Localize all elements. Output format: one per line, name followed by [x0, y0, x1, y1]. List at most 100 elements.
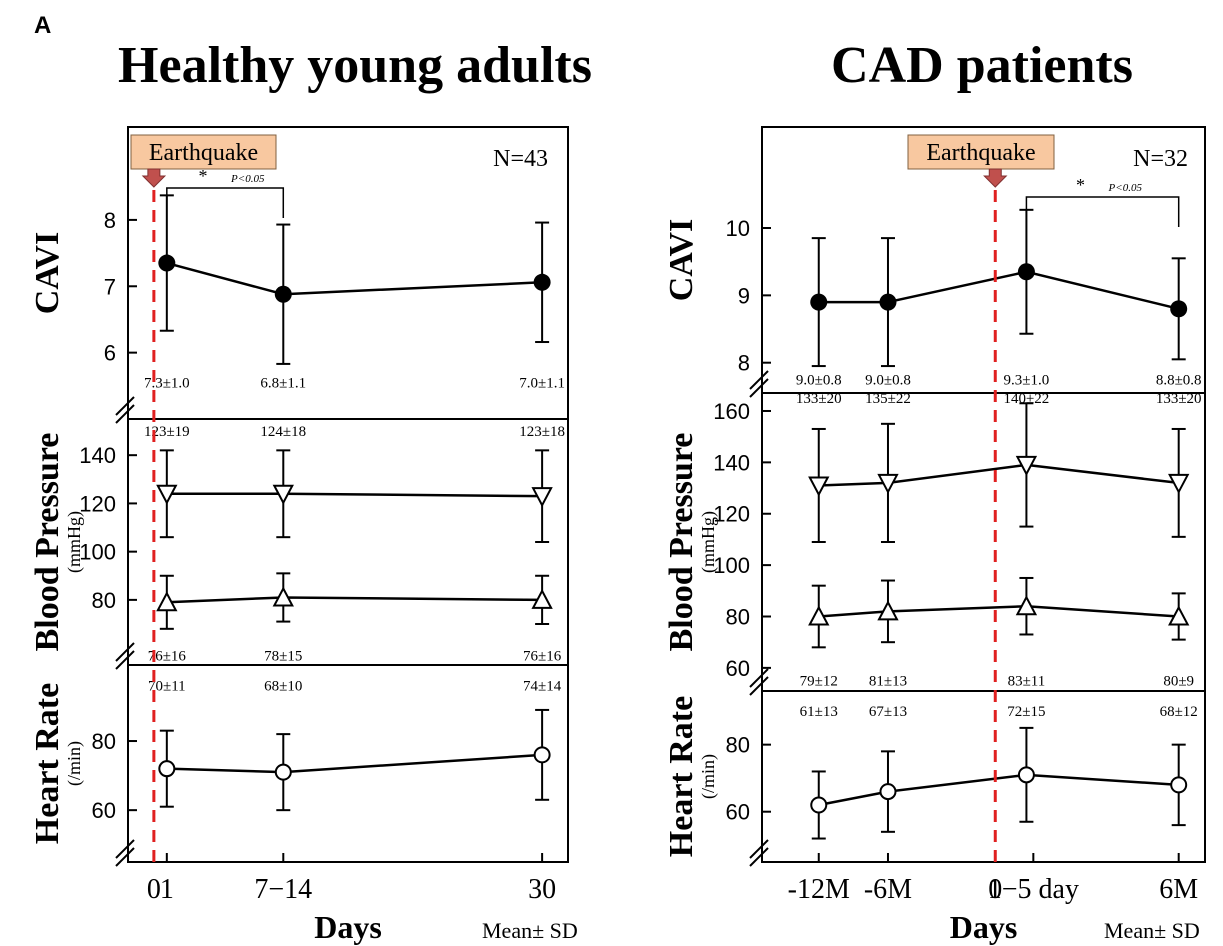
x-tick-label: -6M [864, 874, 912, 905]
y-tick-label: 160 [713, 399, 750, 424]
x-axis-label: Days [950, 909, 1018, 945]
data-point [1017, 766, 1035, 784]
data-point [1170, 300, 1188, 318]
data-point [531, 487, 553, 508]
x-tick-label: 1−5 day [988, 874, 1079, 905]
data-point [1168, 605, 1190, 626]
series-line [166, 596, 543, 604]
value-annotation: 80±9 [1163, 674, 1194, 690]
data-point [810, 796, 828, 814]
y-tick-label: 120 [79, 491, 116, 516]
y-tick-label: 10 [726, 216, 750, 241]
data-point [879, 293, 897, 311]
figure-label: A [34, 12, 51, 39]
y-tick-label: 60 [726, 800, 750, 825]
y-tick-label: 80 [726, 605, 750, 630]
y-tick-label: 8 [104, 208, 116, 233]
y-axis-unit: (/min) [698, 754, 719, 799]
value-annotation: 79±12 [800, 674, 838, 690]
y-tick-label: 80 [92, 729, 116, 754]
value-annotation: 68±10 [264, 679, 302, 695]
data-point [1015, 595, 1038, 616]
y-tick-label: 120 [713, 502, 750, 527]
significance-bracket [1025, 196, 1180, 227]
chart-healthy: Healthy young adults N=43 6 7 8 CAVI 7.3±1.0 6.… [29, 37, 592, 945]
earthquake-label-box [130, 134, 277, 170]
data-point [808, 476, 830, 497]
y-axis-label: Blood Pressure [663, 433, 700, 652]
x-tick-label: 6M [1159, 874, 1198, 905]
footnote-right: Mean± SD [1104, 918, 1200, 943]
x-tick-label: 7−14 [254, 874, 312, 905]
y-tick-label: 140 [79, 443, 116, 468]
y-tick-label: 80 [92, 588, 116, 613]
x-tick-label: 30 [528, 874, 556, 905]
x-tick-label: 0 [988, 874, 1002, 905]
y-tick-label: 6 [104, 341, 116, 366]
y-axis-unit: (/min) [64, 741, 85, 786]
series-line [818, 773, 1179, 807]
y-axis-label: Heart Rate [29, 683, 66, 844]
y-tick-label: 8 [738, 351, 750, 376]
chart-cad: CAD patients N=32 8 9 10 CAVI 9.0±0.8 9.0±0.8 9.… [663, 37, 1206, 945]
value-annotation: 72±15 [1007, 704, 1045, 720]
data-point [158, 254, 176, 272]
axis-break-mark [749, 839, 769, 859]
value-annotation: 70±11 [148, 679, 186, 695]
significance-star: * [199, 166, 208, 186]
panel-2: 60 80 100 120 140 160 Blood Pressure(mmHg) 133±… [663, 391, 1205, 696]
chart-title: CAD patients [831, 37, 1133, 94]
axis-break-mark [115, 642, 135, 662]
panel-3: 60 80 Heart Rate(/min) 61±13 67±13 72±15 68±12 [663, 696, 1198, 867]
panel-3: 60 80 Heart Rate(/min) 70±11 68±10 74±14 [29, 679, 562, 867]
series-line [166, 753, 543, 774]
data-point [156, 591, 178, 612]
y-tick-label: 60 [726, 656, 750, 681]
y-tick-label: 80 [726, 733, 750, 758]
axis-break-mark [115, 847, 135, 867]
value-annotation: 8.8±0.8 [1156, 373, 1202, 389]
n-label: N=43 [493, 146, 548, 172]
value-annotation: 123±19 [144, 424, 190, 440]
data-point [877, 473, 899, 495]
data-point [533, 746, 551, 764]
data-point [272, 586, 294, 607]
value-annotation: 76±16 [523, 648, 562, 664]
data-point [156, 484, 178, 505]
data-point [877, 600, 899, 621]
y-tick-label: 7 [104, 274, 116, 299]
value-annotation: 81±13 [869, 674, 907, 690]
value-annotation: 83±11 [1008, 674, 1046, 690]
series-line [818, 604, 1179, 618]
panel-1: 6 7 8 CAVI 7.3±1.0 6.8±1.1 7.0±1.1 [29, 194, 568, 424]
footnote-left: Mean± SD [482, 918, 578, 943]
value-annotation: 7.0±1.1 [519, 376, 565, 392]
earthquake-label: Earthquake [149, 140, 258, 166]
data-point [808, 605, 830, 626]
panel-2: 80 100 120 140 Blood Pressure(mmHg) 123±19 124… [29, 424, 568, 670]
x-tick-label: 0 [147, 874, 161, 905]
data-point [810, 293, 828, 311]
data-point [274, 763, 292, 781]
data-point [272, 484, 294, 505]
value-annotation: 9.0±0.8 [865, 373, 911, 389]
y-axis-label: CAVI [29, 232, 66, 315]
data-point [1015, 455, 1038, 477]
data-point [1168, 473, 1190, 495]
data-point [531, 588, 553, 609]
value-annotation: 133±20 [796, 391, 842, 407]
panel-1: 8 9 10 CAVI 9.0±0.8 9.0±0.8 9.3±1.0 8.8±0.8 [663, 208, 1205, 398]
y-axis-label: Blood Pressure [29, 433, 66, 652]
chart-title: Healthy young adults [118, 37, 592, 94]
earthquake-arrow-icon [141, 168, 167, 188]
y-axis-label: Heart Rate [663, 696, 700, 857]
earthquake-label: Earthquake [926, 140, 1035, 166]
y-axis-label: CAVI [663, 219, 700, 302]
significance-bracket [166, 187, 285, 218]
axis-break-mark [749, 378, 769, 398]
value-annotation: 133±20 [1156, 391, 1202, 407]
significance-star: * [1076, 175, 1085, 195]
data-point [879, 783, 897, 801]
earthquake-arrow-icon [983, 168, 1008, 188]
